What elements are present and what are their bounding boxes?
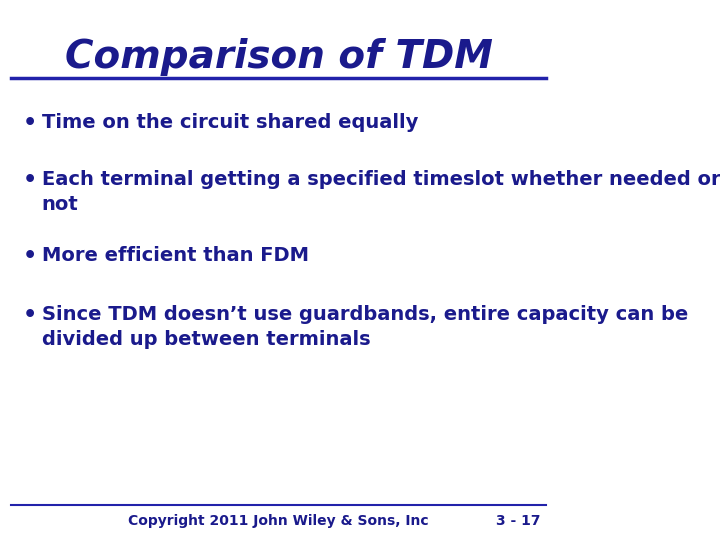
- Text: Copyright 2011 John Wiley & Sons, Inc: Copyright 2011 John Wiley & Sons, Inc: [128, 514, 429, 528]
- Text: •: •: [22, 305, 37, 325]
- Text: Each terminal getting a specified timeslot whether needed or
not: Each terminal getting a specified timesl…: [42, 170, 720, 214]
- Text: •: •: [22, 246, 37, 266]
- Text: Comparison of TDM: Comparison of TDM: [65, 38, 492, 76]
- Text: •: •: [22, 170, 37, 190]
- Text: More efficient than FDM: More efficient than FDM: [42, 246, 309, 265]
- Text: Time on the circuit shared equally: Time on the circuit shared equally: [42, 113, 418, 132]
- Text: Since TDM doesn’t use guardbands, entire capacity can be
divided up between term: Since TDM doesn’t use guardbands, entire…: [42, 305, 688, 349]
- Text: 3 - 17: 3 - 17: [496, 514, 541, 528]
- Text: •: •: [22, 113, 37, 133]
